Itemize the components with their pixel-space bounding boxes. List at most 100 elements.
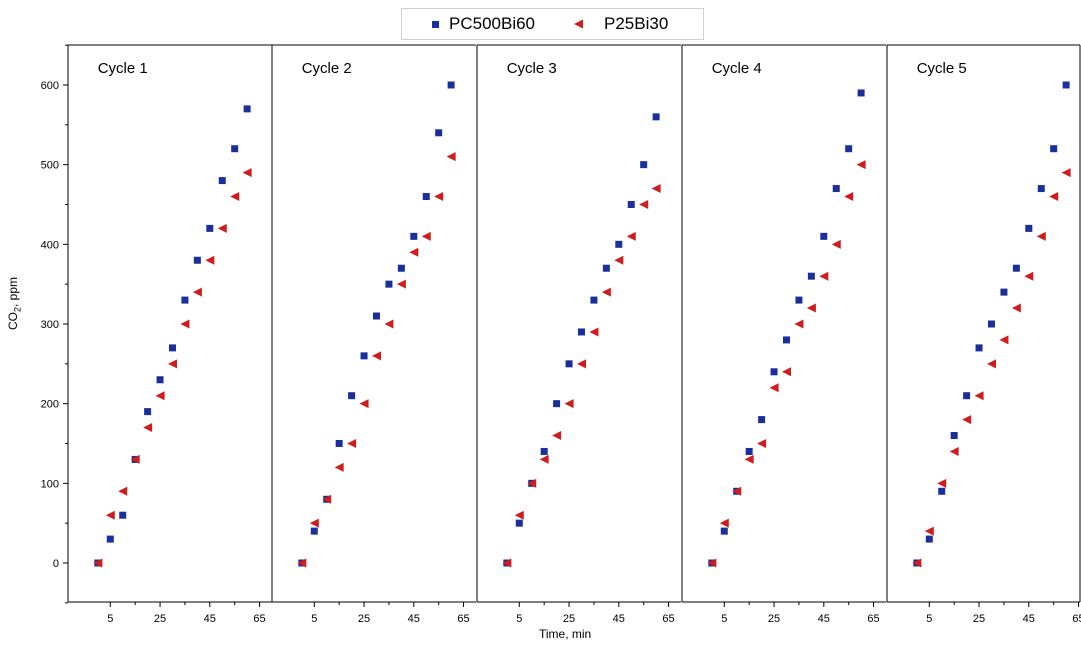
panel-5-point-series2-9 bbox=[1024, 271, 1034, 281]
panel-1-point-series2-6 bbox=[167, 359, 177, 369]
panel-5-point-series1-9 bbox=[1025, 224, 1033, 232]
chart-legend: PC500Bi60 P25Bi30 bbox=[401, 8, 704, 40]
panel-5-point-series2-6 bbox=[986, 359, 996, 369]
panel-2-xtick-label-5: 5 bbox=[311, 613, 317, 625]
panel-3-point-series2-4 bbox=[552, 431, 562, 441]
panel-2-point-series2-9 bbox=[409, 247, 419, 257]
panel-3-point-series2-12 bbox=[651, 184, 661, 194]
square-marker-icon bbox=[432, 20, 439, 28]
panel-4-point-series1-1 bbox=[720, 527, 728, 535]
panel-5-point-series1-11 bbox=[1050, 145, 1058, 153]
panel-4-xtick-label-25: 25 bbox=[768, 613, 780, 625]
panel-3-point-series1-9 bbox=[615, 240, 623, 248]
panel-1-point-series2-9 bbox=[205, 255, 215, 265]
panel-5-point-series1-4 bbox=[963, 392, 971, 400]
panel-1-point-series1-5 bbox=[156, 376, 164, 384]
panel-2-xtick-label-45: 45 bbox=[408, 613, 420, 625]
panel-3-point-series1-5 bbox=[565, 360, 573, 368]
panel-5-point-series1-5 bbox=[975, 344, 983, 352]
panel-4-point-series1-12 bbox=[857, 89, 865, 97]
ytick-label-300: 300 bbox=[41, 319, 59, 331]
panel-3-point-series1-7 bbox=[590, 296, 598, 304]
panel-3-point-series1-10 bbox=[627, 200, 635, 208]
panel-4-point-series2-1 bbox=[719, 518, 729, 528]
panel-1-point-series1-2 bbox=[119, 511, 127, 519]
panel-4-point-series2-3 bbox=[744, 454, 754, 464]
panel-1-point-series1-12 bbox=[243, 105, 251, 113]
panel-2-point-series2-4 bbox=[347, 438, 357, 448]
panel-2-point-series2-8 bbox=[396, 279, 406, 289]
panel-2-point-series1-11 bbox=[435, 129, 443, 137]
triangle-marker-icon bbox=[574, 19, 583, 29]
panel-3-point-series1-3 bbox=[540, 447, 548, 455]
panel-4-point-series2-10 bbox=[831, 239, 841, 249]
panel-5-point-series2-7 bbox=[999, 335, 1009, 345]
panel-1-xtick-label-5: 5 bbox=[107, 613, 113, 625]
panel-4-point-series1-5 bbox=[770, 368, 778, 376]
panel-3-point-series2-1 bbox=[514, 510, 524, 520]
panel-1-point-series1-1 bbox=[106, 535, 114, 543]
panel-4-xtick-label-45: 45 bbox=[818, 613, 830, 625]
panel-3-point-series2-9 bbox=[614, 255, 624, 265]
panel-4-point-series1-3 bbox=[745, 447, 753, 455]
ytick-label-400: 400 bbox=[41, 239, 59, 251]
panel-1-point-series1-8 bbox=[193, 256, 201, 264]
panel-3-xtick-label-65: 65 bbox=[662, 613, 674, 625]
legend-item-series2: P25Bi30 bbox=[574, 14, 668, 34]
panel-2-point-series2-7 bbox=[384, 319, 394, 329]
panel-5-point-series1-10 bbox=[1037, 185, 1045, 193]
panel-5-point-series2-0 bbox=[912, 558, 922, 568]
panel-3-point-series1-11 bbox=[640, 161, 648, 169]
panel-4-point-series2-5 bbox=[769, 383, 779, 393]
panel-2-point-series2-1 bbox=[309, 518, 319, 528]
panel-1-point-series2-10 bbox=[217, 223, 227, 233]
legend-label-series1: PC500Bi60 bbox=[449, 14, 536, 33]
panel-1-point-series2-0 bbox=[93, 558, 103, 568]
panel-3-point-series1-4 bbox=[553, 400, 561, 408]
panel-5-point-series2-2 bbox=[937, 478, 947, 488]
panel-1-point-series1-9 bbox=[206, 224, 214, 232]
panel-3-point-series2-0 bbox=[502, 558, 512, 568]
panel-3-point-series1-6 bbox=[577, 328, 585, 336]
panel-5-point-series2-4 bbox=[962, 415, 972, 425]
panel-1-title: Cycle 1 bbox=[98, 60, 148, 77]
panel-3-point-series2-11 bbox=[639, 199, 649, 209]
panel-4-point-series1-7 bbox=[795, 296, 803, 304]
panel-1-point-series2-4 bbox=[143, 423, 153, 433]
panel-1-point-series2-12 bbox=[242, 168, 252, 178]
panel-3-point-series2-8 bbox=[601, 287, 611, 297]
ytick-label-100: 100 bbox=[41, 478, 59, 490]
panel-2-point-series1-7 bbox=[385, 280, 393, 288]
ytick-label-200: 200 bbox=[41, 399, 59, 411]
x-axis-label: Time, min bbox=[539, 627, 592, 641]
panel-1-point-series2-5 bbox=[155, 391, 165, 401]
panel-2-title: Cycle 2 bbox=[302, 60, 352, 77]
panel-5-point-series2-5 bbox=[974, 391, 984, 401]
panel-5-point-series1-1 bbox=[925, 535, 933, 543]
panel-2-point-series2-12 bbox=[446, 152, 456, 162]
panel-1-point-series2-3 bbox=[130, 454, 140, 464]
panel-5-point-series1-2 bbox=[938, 487, 946, 495]
panel-1-point-series1-7 bbox=[181, 296, 189, 304]
panel-5-point-series1-12 bbox=[1062, 81, 1070, 89]
panel-3-xtick-label-5: 5 bbox=[516, 613, 522, 625]
panel-3-point-series2-3 bbox=[539, 454, 549, 464]
legend-item-series1: PC500Bi60 bbox=[432, 14, 535, 34]
panel-2-point-series1-12 bbox=[447, 81, 455, 89]
panel-1-point-series2-7 bbox=[180, 319, 190, 329]
panel-3-point-series2-6 bbox=[576, 359, 586, 369]
panel-5-point-series2-3 bbox=[949, 446, 959, 456]
panel-5-xtick-label-45: 45 bbox=[1023, 613, 1035, 625]
panel-5-xtick-label-5: 5 bbox=[926, 613, 932, 625]
panel-3-xtick-label-25: 25 bbox=[563, 613, 575, 625]
panel-5-point-series2-10 bbox=[1036, 231, 1046, 241]
panel-3-xtick-label-45: 45 bbox=[613, 613, 625, 625]
panel-2-point-series1-3 bbox=[335, 439, 343, 447]
panel-5-title: Cycle 5 bbox=[917, 60, 967, 77]
panel-4-xtick-label-65: 65 bbox=[867, 613, 879, 625]
panel-4-title: Cycle 4 bbox=[712, 60, 762, 77]
panel-4-point-series2-4 bbox=[757, 438, 767, 448]
panel-4-point-series1-9 bbox=[820, 232, 828, 240]
panel-1-xtick-label-45: 45 bbox=[204, 613, 216, 625]
